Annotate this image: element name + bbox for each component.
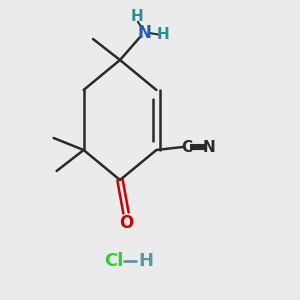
Text: N: N: [202, 140, 215, 154]
Text: H: H: [130, 9, 143, 24]
Text: C: C: [181, 140, 192, 154]
Text: H: H: [138, 252, 153, 270]
Text: H: H: [156, 27, 169, 42]
Text: N: N: [137, 24, 151, 42]
Text: Cl: Cl: [104, 252, 124, 270]
Text: O: O: [119, 214, 133, 232]
